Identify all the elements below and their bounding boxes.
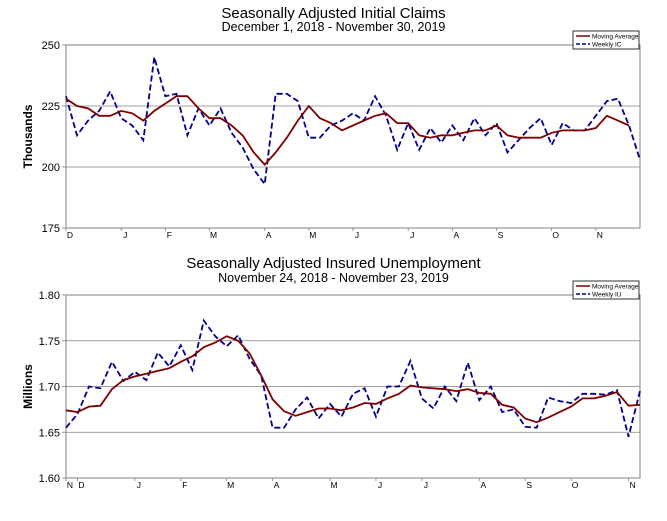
x-tick-label: O xyxy=(552,230,559,240)
legend-entry: Weekly IU xyxy=(592,292,622,299)
legend-entry: Moving Average xyxy=(592,284,639,291)
x-tick-label: A xyxy=(454,230,460,240)
x-tick-label: J xyxy=(137,480,141,490)
x-tick-label: J xyxy=(424,480,428,490)
x-tick-label: J xyxy=(123,230,127,240)
legend-entry: Moving Average xyxy=(592,34,639,41)
x-tick-label: S xyxy=(498,230,504,240)
y-tick-label: 175 xyxy=(42,223,60,235)
chart-2-subtitle: November 24, 2018 - November 23, 2019 xyxy=(218,271,449,285)
y-tick-label: 1.60 xyxy=(39,473,60,485)
insured-unemployment-chart: 1.601.651.701.751.80N D J F M A M J J A S O NMillion… xyxy=(21,280,641,490)
x-tick-label: M xyxy=(309,230,316,240)
x-tick-label: M xyxy=(210,230,217,240)
chart-1-title: Seasonally Adjusted Initial Claims xyxy=(221,5,446,22)
chart-1-subtitle: December 1, 2018 - November 30, 2019 xyxy=(221,20,446,34)
legend-entry: Weekly IC xyxy=(592,42,622,49)
x-tick-label: S xyxy=(526,480,532,490)
x-tick-label: A xyxy=(266,230,272,240)
x-tick-label: D xyxy=(78,480,84,490)
chart-2-title: Seasonally Adjusted Insured Unemployment xyxy=(186,255,481,272)
x-tick-label: A xyxy=(480,480,486,490)
y-axis-label: Thousands xyxy=(21,104,35,168)
series-line-moving-average xyxy=(65,335,641,424)
y-axis-label: Millions xyxy=(21,364,35,409)
series-line-weekly-ic xyxy=(65,56,641,187)
x-tick-label: J xyxy=(410,230,414,240)
initial-claims-chart: 175 200 225 250 D J F M A M J J A S O N Thousands Moving … xyxy=(21,30,641,240)
x-tick-label: N xyxy=(629,480,635,490)
y-tick-label: 1.80 xyxy=(39,290,60,302)
x-tick-label: N xyxy=(597,230,603,240)
y-tick-label: 1.75 xyxy=(39,336,60,348)
x-tick-label: O xyxy=(572,480,579,490)
y-tick-label: 250 xyxy=(42,40,60,52)
y-tick-label: 1.65 xyxy=(39,427,60,439)
y-tick-label: 1.70 xyxy=(39,382,60,394)
x-tick-label: J xyxy=(355,230,359,240)
x-tick-label: D xyxy=(67,230,73,240)
series-line-weekly-iu xyxy=(65,318,641,438)
x-tick-label: F xyxy=(182,480,187,490)
x-tick-label: M xyxy=(330,480,337,490)
x-tick-label: F xyxy=(167,230,172,240)
y-tick-label: 225 xyxy=(42,101,60,113)
x-tick-label: A xyxy=(274,480,280,490)
x-tick-label: J xyxy=(378,480,382,490)
y-tick-label: 200 xyxy=(42,162,60,174)
series-line-moving-average xyxy=(65,95,630,166)
x-tick-label: M xyxy=(227,480,234,490)
x-tick-label: N xyxy=(67,480,73,490)
